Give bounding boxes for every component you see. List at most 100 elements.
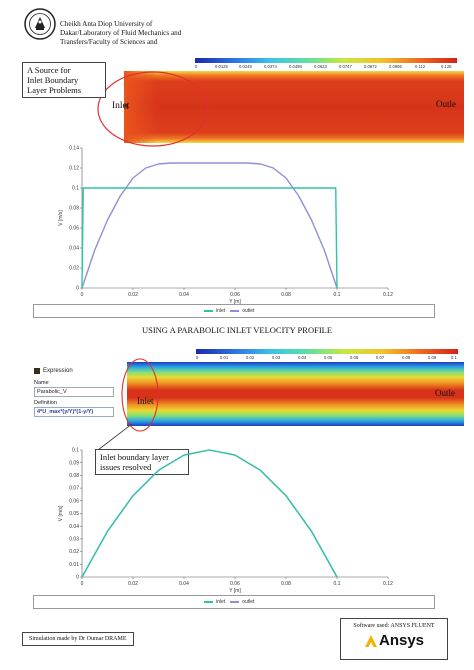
chart2-y-tick-label: 0.01 <box>69 562 79 568</box>
bottom-colorbar-gradient <box>196 349 458 354</box>
ansys-logo-mark-icon <box>364 634 377 647</box>
software-used-text: Software used: ANSYS FLUENT <box>353 623 435 629</box>
top-cbar-tick: 0.0623 <box>314 64 327 69</box>
chart1-x-tick-label: 0 <box>81 292 84 298</box>
bottom-cbar-tick: 0.04 <box>298 355 307 360</box>
top-cbar-tick: 0.0996 <box>389 64 402 69</box>
bottom-cbar-tick: 0.09 <box>428 355 437 360</box>
university-logo <box>24 8 56 40</box>
top-inlet-text: Inlet <box>112 101 130 111</box>
top-colorbar-ticks: 0 0.0125 0.0249 0.0374 0.0498 0.0623 0.0… <box>195 63 457 69</box>
top-colorbar-gradient <box>195 58 457 63</box>
velocity-profile-chart-1: 0 0.02 0.04 0.06 0.08 0.1 0.12 0.14 0 0.02 0.04 0.0… <box>58 146 393 305</box>
chart2-y-tick-label: 0.05 <box>69 511 79 517</box>
header-affiliation: Cheikh Anta Diop University of Dakar/Lab… <box>60 20 181 47</box>
top-cbar-tick: 0.125 <box>441 64 452 69</box>
chart2-series-inlet <box>81 449 338 578</box>
top-callout-line-2: Inlet Boundary <box>27 75 79 85</box>
chart1-x-tick-label: 0.08 <box>281 292 291 298</box>
bottom-outlet-label: Outle <box>435 388 455 398</box>
chart1-y-tick-label: 0.1 <box>72 186 79 192</box>
top-cbar-tick: 0.0872 <box>364 64 377 69</box>
top-callout-line-3: Layer Problems <box>27 85 82 95</box>
bottom-cbar-tick: 0.01 <box>220 355 229 360</box>
chart1-y-tick-label: 0.06 <box>69 226 79 232</box>
header-line-3: Transfers/Faculty of Sciences and <box>60 38 158 46</box>
chart2-x-tick-label: 0 <box>81 581 84 587</box>
top-outlet-label: Outle <box>436 99 456 109</box>
section-title: USING A PARABOLIC INLET VELOCITY PROFILE <box>141 325 333 335</box>
chart1-x-tick-label: 0.02 <box>128 292 138 298</box>
chart1-legend-outlet-swatch <box>230 310 240 312</box>
chart2-x-axis-label: Y [m] <box>229 588 241 594</box>
header-line-2: Dakar/Laboratory of Fluid Mechanics and <box>60 29 182 37</box>
chart2-x-tick-label: 0.04 <box>179 581 189 587</box>
bottom-contour-fill <box>127 362 464 426</box>
top-contour-plot: Inlet Outle <box>124 71 464 143</box>
chart1-x-tick-label: 0.06 <box>230 292 240 298</box>
chart1-legend-inlet-swatch <box>204 310 213 312</box>
chart2-x-tick-label: 0.1 <box>334 581 341 587</box>
expression-definition-field[interactable]: 4*U_max*(y/Y)*(1-y/Y) <box>34 407 114 417</box>
bottom-callout-line-1: Inlet boundary layer <box>100 452 169 462</box>
top-cbar-tick: 0 <box>195 64 198 69</box>
bottom-cbar-tick: 0.06 <box>350 355 359 360</box>
expression-panel: Expression Name Parabolic_V Definition 4… <box>34 368 114 420</box>
chart2-y-tick-label: 0.06 <box>69 498 79 504</box>
chart1-y-tick-label: 0.02 <box>69 266 79 272</box>
bottom-cbar-tick: 0.08 <box>402 355 411 360</box>
bottom-colorbar: 0 0.01 0.02 0.03 0.04 0.05 0.06 0.07 0.0… <box>196 349 458 360</box>
chart1-series-inlet <box>81 187 338 289</box>
top-cbar-tick: 0.0374 <box>264 64 277 69</box>
chart1-y-tick-label: 0.14 <box>69 146 79 152</box>
bottom-contour-plot: Inlet Outle <box>127 362 464 426</box>
top-cbar-tick: 0.112 <box>415 64 426 69</box>
simulation-credit: Simulation made by Dr Oumar DRAME <box>22 632 134 646</box>
university-seal-icon <box>24 8 56 40</box>
chart2-x-tick-label: 0.02 <box>128 581 138 587</box>
chart2-y-axis-label: V [m/s] <box>58 505 64 521</box>
bottom-cbar-tick: 0.1 <box>451 355 457 360</box>
chart2-y-tick-label: 0 <box>76 575 79 581</box>
chart1-x-axis-label: Y [m] <box>229 299 241 305</box>
bottom-cbar-tick: 0 <box>196 355 199 360</box>
top-cbar-tick: 0.0125 <box>215 64 228 69</box>
header-line-1: Cheikh Anta Diop University of <box>60 20 153 28</box>
bottom-colorbar-ticks: 0 0.01 0.02 0.03 0.04 0.05 0.06 0.07 0.0… <box>196 354 458 360</box>
bottom-callout-ellipse <box>121 358 159 432</box>
bottom-cbar-tick: 0.02 <box>246 355 255 360</box>
bottom-cbar-tick: 0.03 <box>272 355 281 360</box>
expression-name-label: Name <box>34 380 49 386</box>
chart2-legend-inlet: inlet <box>216 599 226 605</box>
ansys-brand-text: Ansys <box>378 632 425 649</box>
bottom-cbar-tick: 0.07 <box>376 355 385 360</box>
chart2-x-tick-label: 0.12 <box>383 581 393 587</box>
chart1-legend-inlet: inlet <box>216 308 226 314</box>
top-callout-box: A Source for Inlet Boundary Layer Proble… <box>22 62 106 98</box>
chart2-x-tick-label: 0.08 <box>281 581 291 587</box>
expression-title: Expression <box>43 368 73 374</box>
top-callout-ellipse <box>97 71 209 147</box>
chart1-y-tick-label: 0.08 <box>69 206 79 212</box>
chart1-x-tick-label: 0.1 <box>334 292 341 298</box>
chart2-y-tick-label: 0.08 <box>69 473 79 479</box>
chart1-legend-outlet: outlet <box>242 308 255 314</box>
bottom-inlet-label: Inlet <box>137 396 154 406</box>
expression-definition-label: Definition <box>34 400 57 406</box>
top-contour-fill <box>124 71 464 143</box>
chart2-y-tick-label: 0.02 <box>69 549 79 555</box>
top-cbar-tick: 0.0249 <box>239 64 252 69</box>
top-colorbar: 0 0.0125 0.0249 0.0374 0.0498 0.0623 0.0… <box>195 58 457 69</box>
chart2-legend-outlet: outlet <box>242 599 255 605</box>
chart2-y-tick-label: 0.09 <box>69 460 79 466</box>
expression-name-field[interactable]: Parabolic_V <box>34 387 114 397</box>
chart2-y-tick-label: 0.04 <box>69 524 79 530</box>
top-cbar-tick: 0.0498 <box>289 64 302 69</box>
chart1-y-axis-label: V [m/s] <box>58 210 64 226</box>
chart2-legend: inlet outlet <box>33 595 435 609</box>
top-callout-line-1: A Source for <box>27 65 71 75</box>
chart1-series-outlet <box>81 162 338 289</box>
chart1-x-tick-label: 0.04 <box>179 292 189 298</box>
ansys-logo: Ansys <box>341 632 447 649</box>
chart2-legend-inlet-swatch <box>204 601 213 603</box>
